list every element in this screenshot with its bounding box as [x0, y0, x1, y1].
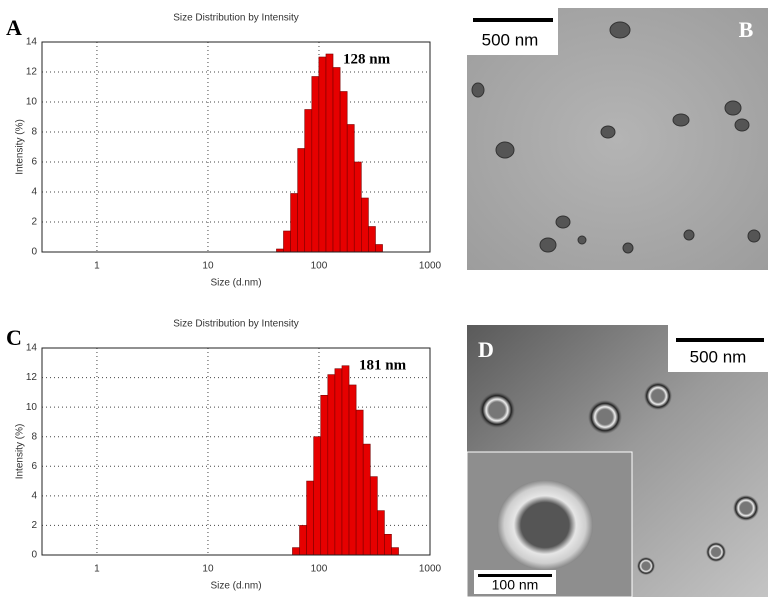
- bar: [334, 368, 343, 556]
- y-tick-label: 6: [31, 461, 37, 472]
- bar: [327, 374, 336, 556]
- bar: [339, 91, 348, 253]
- y-tick-label: 2: [31, 217, 37, 228]
- bar: [325, 53, 334, 253]
- bar: [290, 193, 298, 253]
- bar: [306, 480, 314, 556]
- bar: [283, 230, 291, 253]
- y-tick-label: 4: [31, 490, 37, 501]
- panel-label: D: [478, 337, 494, 362]
- scale-bar-label: 500 nm: [690, 347, 747, 366]
- bar: [318, 56, 327, 253]
- bar: [320, 395, 329, 556]
- y-axis-label: Intensity (%): [15, 119, 26, 175]
- bar: [369, 476, 378, 556]
- bar: [341, 365, 350, 556]
- y-tick-label: 12: [26, 67, 38, 78]
- y-tick-label: 8: [31, 127, 37, 138]
- x-tick-label: 1000: [419, 261, 442, 272]
- bar: [299, 525, 307, 556]
- y-tick-label: 0: [31, 247, 37, 258]
- peak-annotation: 181 nm: [359, 357, 407, 373]
- y-tick-label: 8: [31, 431, 37, 442]
- bar: [384, 533, 392, 556]
- bar: [346, 124, 355, 253]
- bar: [353, 161, 362, 253]
- x-tick-label: 100: [311, 564, 328, 575]
- bar: [391, 547, 399, 556]
- bar: [368, 226, 376, 253]
- peak-annotation: 128 nm: [343, 51, 391, 67]
- plot-frame: [41, 41, 431, 253]
- bar: [311, 76, 320, 253]
- y-axis-label: Intensity (%): [15, 424, 26, 480]
- chart-title: Size Distribution by Intensity: [173, 319, 299, 330]
- x-tick-label: 1000: [419, 564, 442, 575]
- bar: [375, 244, 383, 253]
- x-tick-label: 1: [94, 261, 100, 272]
- tem-image-b: 500 nm B: [467, 8, 768, 270]
- panel-label: C: [6, 325, 22, 350]
- x-tick-label: 1: [94, 564, 100, 575]
- bar: [292, 547, 300, 556]
- x-axis-label: Size (d.nm): [210, 581, 261, 592]
- x-tick-label: 100: [311, 261, 328, 272]
- chart-title: Size Distribution by Intensity: [173, 13, 299, 24]
- y-tick-label: 2: [31, 520, 37, 531]
- y-tick-label: 0: [31, 550, 37, 561]
- bar: [313, 436, 322, 556]
- bar: [377, 510, 385, 556]
- x-axis-label: Size (d.nm): [210, 278, 261, 289]
- bar: [362, 443, 371, 556]
- y-tick-label: 12: [26, 372, 38, 383]
- bar: [361, 197, 369, 253]
- panel-label: A: [6, 15, 22, 40]
- y-tick-label: 14: [26, 343, 38, 354]
- y-tick-label: 4: [31, 187, 37, 198]
- bar: [297, 148, 306, 253]
- panel-label: B: [739, 17, 754, 42]
- bar: [304, 109, 313, 253]
- inset-scale-bar-label: 100 nm: [492, 577, 539, 593]
- inset: 100 nm: [466, 451, 633, 598]
- bar: [355, 409, 364, 556]
- bar: [348, 384, 357, 556]
- y-tick-label: 6: [31, 157, 37, 168]
- y-tick-label: 10: [26, 97, 38, 108]
- scale-bar-label: 500 nm: [482, 30, 539, 49]
- bar: [332, 67, 341, 253]
- y-tick-label: 14: [26, 37, 38, 48]
- y-tick-label: 10: [26, 402, 38, 413]
- plot-frame: [41, 347, 431, 556]
- x-tick-label: 10: [202, 261, 214, 272]
- x-tick-label: 10: [202, 564, 214, 575]
- tem-image-d: 500 nm D 100 nm: [466, 325, 768, 598]
